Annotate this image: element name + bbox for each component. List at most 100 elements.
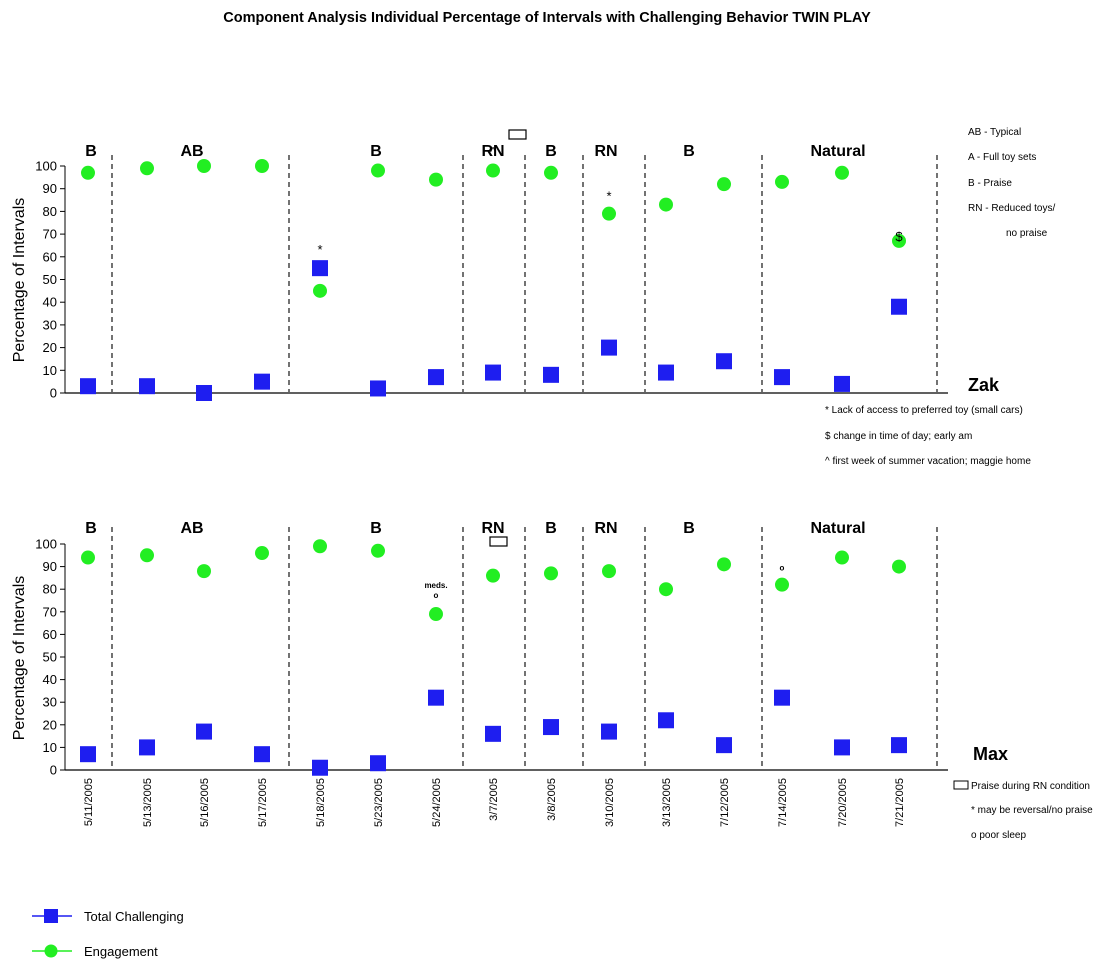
challenging-point bbox=[543, 366, 559, 383]
y-tick-label: 30 bbox=[43, 695, 57, 710]
challenging-point bbox=[428, 369, 444, 386]
challenging-point bbox=[716, 353, 732, 370]
phase-label: Natural bbox=[810, 143, 865, 160]
x-tick-label: 3/10/2005 bbox=[604, 778, 616, 827]
praise-box-icon bbox=[953, 780, 969, 790]
engagement-point bbox=[429, 607, 443, 622]
challenging-point bbox=[774, 369, 790, 386]
x-tick-label: 3/13/2005 bbox=[661, 778, 673, 827]
phase-label: AB bbox=[180, 520, 203, 537]
engagement-point bbox=[544, 165, 558, 180]
engagement-point bbox=[140, 161, 154, 176]
phase-label: B bbox=[85, 520, 97, 537]
max-note: Praise during RN condition bbox=[971, 781, 1090, 792]
engagement-point bbox=[892, 233, 906, 248]
engagement-point bbox=[486, 568, 500, 583]
phase-label: RN bbox=[481, 520, 504, 537]
annotation-mark: meds. bbox=[424, 581, 447, 590]
annotation-mark: * bbox=[317, 242, 322, 257]
engagement-point bbox=[835, 550, 849, 565]
legend: Total Challenging Engagement bbox=[32, 909, 184, 959]
y-axis-label: Percentage of Intervals bbox=[11, 576, 28, 741]
legend-label-engagement: Engagement bbox=[84, 944, 158, 959]
x-tick-label: 5/23/2005 bbox=[373, 778, 385, 827]
y-tick-label: 70 bbox=[43, 604, 57, 619]
x-tick-label: 3/8/2005 bbox=[546, 778, 558, 821]
x-tick-label: 7/20/2005 bbox=[837, 778, 849, 827]
challenging-point bbox=[370, 380, 386, 397]
legend-square-icon bbox=[44, 909, 58, 923]
challenging-point bbox=[834, 375, 850, 392]
phase-label: B bbox=[85, 143, 97, 160]
phase-label: B bbox=[683, 143, 695, 160]
engagement-point bbox=[602, 564, 616, 579]
key-note: AB - Typical bbox=[968, 127, 1021, 138]
legend-label-challenging: Total Challenging bbox=[84, 909, 184, 924]
engagement-point bbox=[835, 165, 849, 180]
engagement-point bbox=[775, 577, 789, 592]
phase-label: B bbox=[545, 520, 557, 537]
engagement-point bbox=[775, 174, 789, 189]
engagement-point bbox=[371, 543, 385, 558]
challenging-point bbox=[312, 759, 328, 776]
challenging-point bbox=[834, 739, 850, 756]
engagement-point bbox=[197, 564, 211, 579]
engagement-point bbox=[429, 172, 443, 187]
max-note: * may be reversal/no praise bbox=[971, 805, 1093, 816]
challenging-point bbox=[658, 712, 674, 729]
zak-panel: 0 10 20 30 40 50 60 70 80 90 100 Percentage of Inte… bbox=[11, 129, 1000, 401]
phase-label: RN bbox=[594, 143, 617, 160]
engagement-point bbox=[892, 559, 906, 574]
challenging-point bbox=[891, 737, 907, 754]
challenging-point bbox=[774, 689, 790, 706]
key-note: B - Praise bbox=[968, 178, 1012, 189]
engagement-point bbox=[81, 550, 95, 565]
x-tick-label: 5/16/2005 bbox=[199, 778, 211, 827]
challenging-point bbox=[80, 746, 96, 763]
x-tick-label: 3/7/2005 bbox=[488, 778, 500, 821]
x-tick-label: 5/17/2005 bbox=[257, 778, 269, 827]
engagement-point bbox=[659, 197, 673, 212]
challenging-point bbox=[428, 689, 444, 706]
y-tick-label: 50 bbox=[43, 272, 57, 287]
engagement-point bbox=[371, 163, 385, 178]
challenging-point bbox=[485, 725, 501, 742]
phase-label: RN bbox=[594, 520, 617, 537]
engagement-point bbox=[81, 165, 95, 180]
y-tick-label: 20 bbox=[43, 340, 57, 355]
zak-note: * Lack of access to preferred toy (small… bbox=[825, 405, 1023, 416]
y-tick-label: 100 bbox=[35, 159, 57, 174]
y-tick-label: 30 bbox=[43, 317, 57, 332]
subject-label: Zak bbox=[968, 375, 1000, 395]
zak-note: ^ first week of summer vacation; maggie … bbox=[825, 456, 1031, 467]
challenging-point bbox=[196, 385, 212, 401]
y-tick-label: 40 bbox=[43, 672, 57, 687]
subject-label: Max bbox=[973, 744, 1008, 764]
y-tick-label: 10 bbox=[43, 363, 57, 378]
phase-label: B bbox=[370, 143, 382, 160]
engagement-point bbox=[255, 159, 269, 173]
engagement-point bbox=[717, 557, 731, 572]
y-tick-label: 100 bbox=[35, 537, 57, 552]
x-tick-label: 7/14/2005 bbox=[777, 778, 789, 827]
key-note: RN - Reduced toys/ bbox=[968, 203, 1055, 214]
y-tick-label: 90 bbox=[43, 559, 57, 574]
praise-box-icon bbox=[489, 536, 508, 547]
key-note: no praise bbox=[1006, 228, 1048, 239]
engagement-point bbox=[659, 582, 673, 597]
annotation-mark: ^ bbox=[490, 145, 497, 160]
challenging-point bbox=[196, 723, 212, 740]
phase-label: AB bbox=[180, 143, 203, 160]
max-note: o poor sleep bbox=[971, 830, 1026, 841]
y-tick-label: 70 bbox=[43, 227, 57, 242]
challenging-point bbox=[716, 737, 732, 754]
engagement-point bbox=[140, 548, 154, 563]
engagement-point bbox=[717, 177, 731, 192]
legend-circle-icon bbox=[44, 944, 58, 958]
y-tick-label: 80 bbox=[43, 204, 57, 219]
x-tick-label: 7/12/2005 bbox=[719, 778, 731, 827]
max-notes: Praise during RN condition * may be reve… bbox=[953, 780, 1093, 841]
phase-label: B bbox=[545, 143, 557, 160]
condition-key: AB - Typical A - Full toy sets B - Prais… bbox=[968, 127, 1055, 239]
